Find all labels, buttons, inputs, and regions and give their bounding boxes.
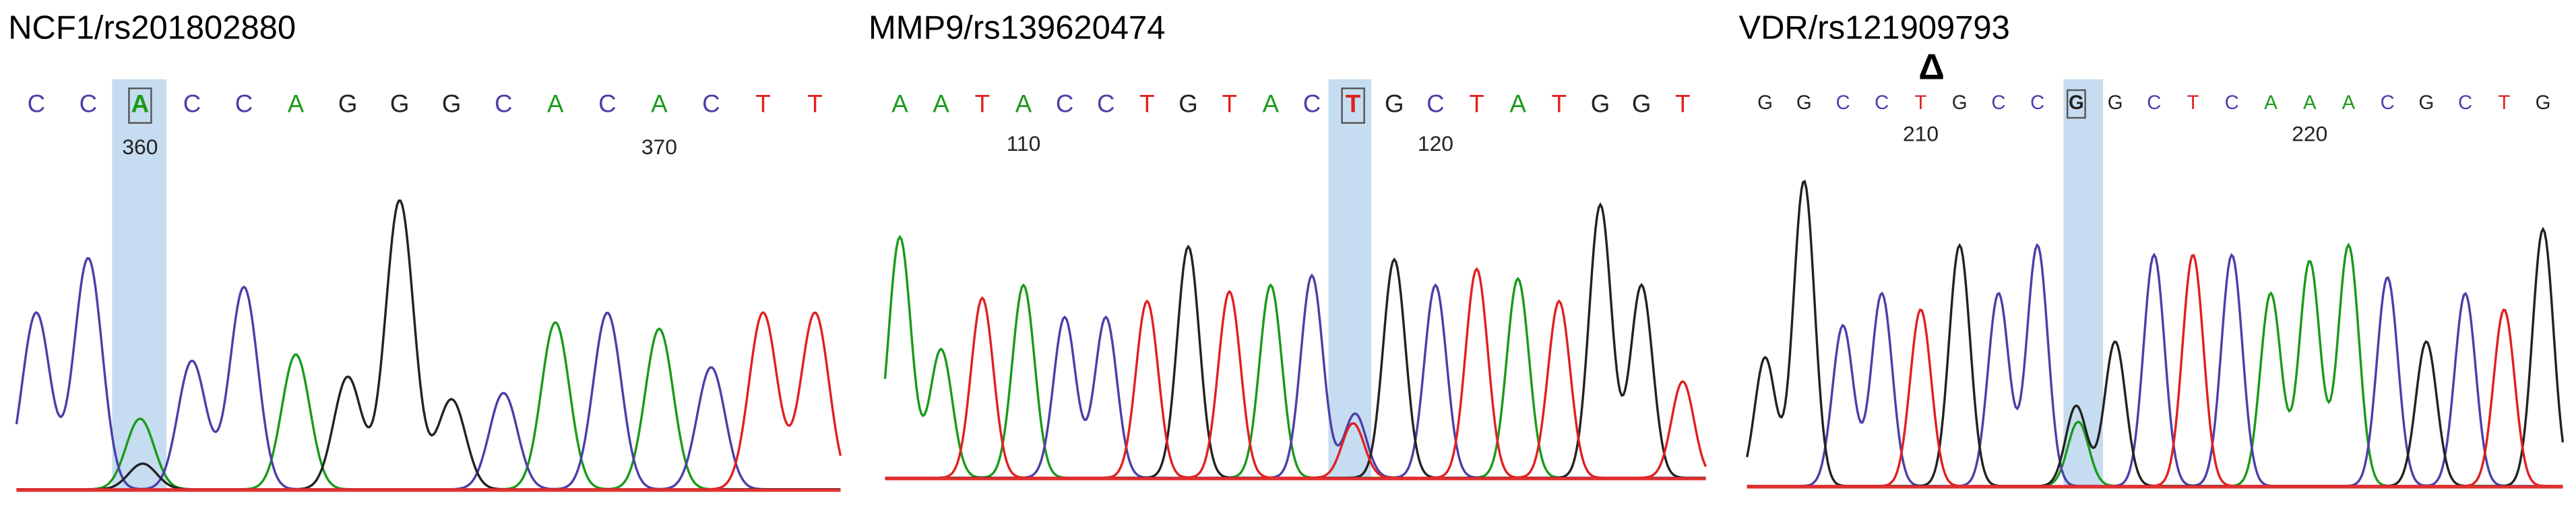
base-call: C	[235, 90, 253, 118]
base-call: C	[2381, 92, 2395, 114]
base-call: G	[2108, 92, 2123, 114]
base-call: C	[1875, 92, 1889, 114]
base-call: A	[547, 90, 564, 118]
base-call: C	[2225, 92, 2239, 114]
base-call: G	[442, 90, 462, 118]
position-label: 220	[2292, 121, 2327, 145]
base-call-box	[128, 88, 152, 124]
base-call: C	[183, 90, 201, 118]
base-call: T	[975, 90, 990, 118]
base-call: T	[755, 90, 770, 118]
trace	[1747, 242, 2563, 487]
base-call: C	[2030, 92, 2044, 114]
trace	[885, 273, 1706, 479]
panel-title: MMP9/rs139620474	[869, 9, 1165, 46]
base-call: T	[1915, 92, 1927, 114]
highlight-band	[1328, 79, 1372, 480]
position-label: 110	[1007, 131, 1041, 156]
base-call: A	[2264, 92, 2277, 114]
position-label: 120	[1418, 131, 1453, 156]
base-call: T	[2498, 92, 2510, 114]
base-call-box	[2066, 89, 2086, 119]
base-call: T	[1552, 90, 1567, 118]
base-call: G	[1952, 92, 1968, 114]
base-call: A	[2342, 92, 2356, 114]
base-call: T	[1222, 90, 1236, 118]
base-call: G	[2418, 92, 2434, 114]
base-call: C	[1835, 92, 1850, 114]
panel-title: NCF1/rs201802880	[8, 9, 296, 46]
trace	[1746, 179, 2565, 487]
base-call: G	[1179, 90, 1198, 118]
trace	[1747, 242, 2563, 487]
panel-title: VDR/rs121909793	[1738, 9, 2009, 46]
base-call-box	[1341, 88, 1365, 124]
base-call: A	[1263, 90, 1280, 118]
base-call: G	[1385, 90, 1404, 118]
variant-marker: Δ	[1918, 46, 1945, 87]
base-call: C	[1426, 90, 1444, 118]
base-call: C	[2147, 92, 2161, 114]
base-call: C	[1991, 92, 2005, 114]
base-call: C	[1056, 90, 1073, 118]
base-call: A	[1509, 90, 1526, 118]
base-call: T	[807, 90, 822, 118]
base-call: C	[702, 90, 720, 118]
base-call: G	[1591, 90, 1610, 118]
base-call: G	[2536, 92, 2551, 114]
highlight-band	[112, 79, 167, 491]
base-call: A	[651, 90, 668, 118]
base-call: G	[1757, 92, 1773, 114]
position-label: 360	[122, 135, 158, 159]
base-call: T	[1346, 90, 1360, 118]
base-call: C	[598, 90, 616, 118]
base-call: T	[1469, 90, 1484, 118]
base-call: G	[1796, 92, 1812, 114]
position-label: 370	[641, 135, 677, 159]
base-call: G	[338, 90, 358, 118]
base-call: T	[1139, 90, 1154, 118]
base-call: T	[2187, 92, 2199, 114]
position-label: 210	[1903, 121, 1939, 145]
chromatogram-panel: NCF1/rs201802880 C C A C C A G G G C A C A C T T 360 370	[8, 9, 842, 492]
trace	[1747, 254, 2563, 487]
base-call: C	[2458, 92, 2472, 114]
base-call: A	[288, 90, 305, 118]
base-call: T	[1675, 90, 1690, 118]
base-call: A	[933, 90, 949, 118]
trace	[883, 234, 1706, 479]
base-call: C	[80, 90, 97, 118]
base-call: A	[1015, 90, 1032, 118]
trace	[885, 267, 1707, 479]
base-call: C	[1097, 90, 1114, 118]
base-call: G	[390, 90, 410, 118]
base-call: A	[891, 90, 908, 118]
base-call: C	[1303, 90, 1321, 118]
trace	[885, 202, 1706, 479]
base-call: G	[1632, 90, 1652, 118]
base-call: C	[495, 90, 512, 118]
base-call: A	[2303, 92, 2317, 114]
base-call: A	[131, 90, 149, 118]
base-call: G	[2069, 92, 2084, 114]
base-call: C	[28, 90, 45, 118]
